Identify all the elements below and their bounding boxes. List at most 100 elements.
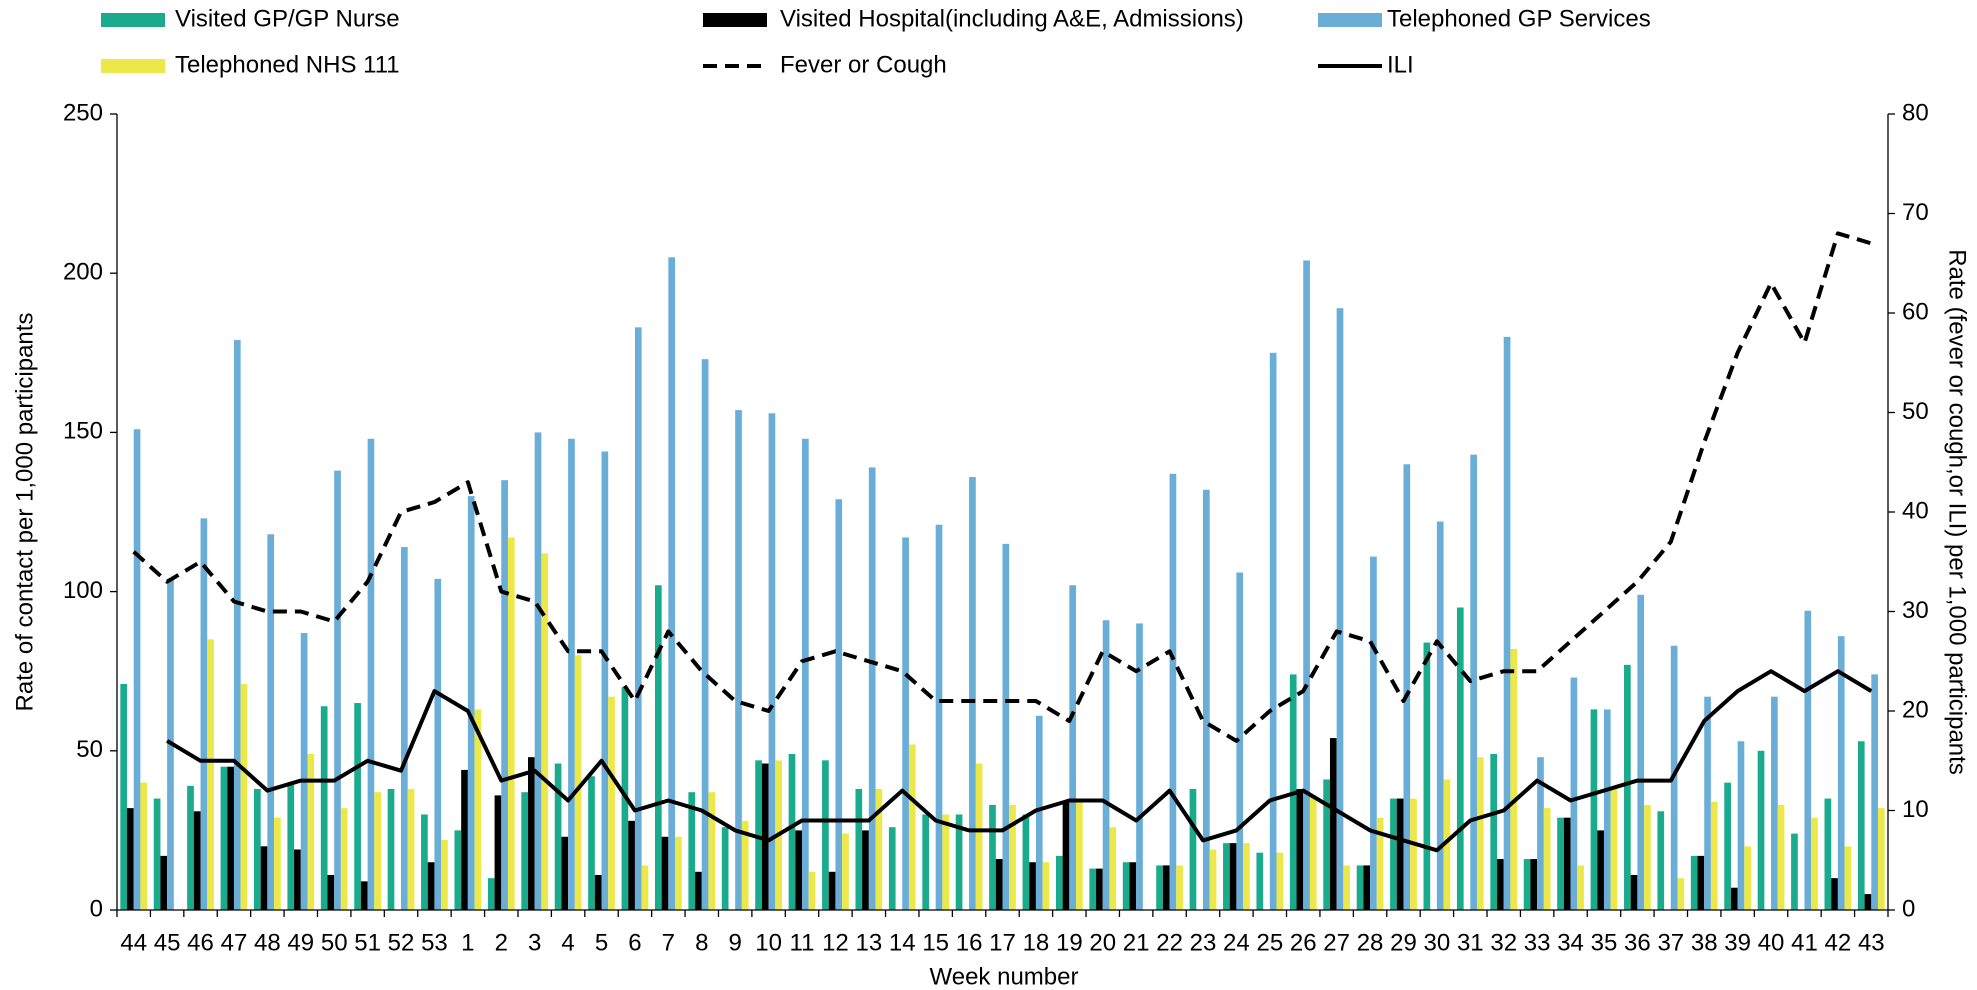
bar <box>1370 556 1377 910</box>
y2-tick-label: 60 <box>1902 298 1929 325</box>
x-tick-label: 17 <box>989 929 1016 956</box>
x-tick-label: 39 <box>1724 929 1751 956</box>
bar <box>133 429 141 910</box>
bar <box>1456 607 1464 910</box>
bar <box>474 709 482 910</box>
bar <box>320 706 328 910</box>
bar <box>1603 709 1611 910</box>
y2-tick-label: 40 <box>1902 497 1929 524</box>
x-tick-label: 21 <box>1123 929 1150 956</box>
bar <box>407 789 415 910</box>
bar <box>1543 808 1551 910</box>
y2-tick-label: 20 <box>1902 696 1929 723</box>
x-tick-label: 4 <box>561 929 574 956</box>
x-tick-label: 25 <box>1256 929 1283 956</box>
bar <box>1376 817 1384 910</box>
x-tick-label: 6 <box>628 929 641 956</box>
bar <box>634 327 642 910</box>
bar <box>1503 336 1511 910</box>
bar <box>1791 833 1798 910</box>
bar <box>1844 846 1852 910</box>
bar <box>1677 878 1685 910</box>
bar <box>761 763 769 910</box>
bar <box>1443 779 1451 910</box>
bar <box>1256 852 1264 910</box>
x-tick-label: 15 <box>922 929 949 956</box>
bar <box>1577 865 1584 910</box>
bar <box>1510 648 1518 910</box>
bar <box>1637 594 1645 910</box>
bar <box>427 862 435 910</box>
x-tick-label: 31 <box>1457 929 1484 956</box>
bar <box>1403 464 1411 910</box>
line <box>166 669 1873 853</box>
x-tick-label: 9 <box>728 929 741 956</box>
x-tick-label: 29 <box>1390 929 1417 956</box>
bar <box>1470 454 1477 910</box>
bar <box>327 874 335 910</box>
bar <box>1490 753 1498 910</box>
bar <box>1176 865 1183 910</box>
legend-label: Visited GP/GP Nurse <box>175 5 400 32</box>
bar <box>1029 862 1036 910</box>
bar <box>267 534 275 910</box>
bar <box>1657 811 1665 910</box>
bar <box>1309 795 1317 910</box>
bar <box>554 763 562 910</box>
y-axis-title: Rate of contact per 1,000 participants <box>11 313 38 712</box>
bar <box>260 846 268 910</box>
bar <box>1744 846 1751 910</box>
bar <box>120 683 128 910</box>
bar <box>641 865 649 910</box>
legend-swatch <box>101 13 165 27</box>
bar <box>795 830 803 910</box>
x-tick-label: 43 <box>1858 929 1885 956</box>
x-tick-label: 49 <box>287 929 314 956</box>
x-tick-label: 3 <box>528 929 541 956</box>
bar <box>307 753 315 910</box>
bar <box>360 881 368 910</box>
bar <box>1831 878 1838 910</box>
bar <box>1089 868 1097 910</box>
bar <box>1035 715 1043 910</box>
bar <box>768 413 776 910</box>
bar <box>675 836 682 910</box>
x-tick-label: 16 <box>956 929 983 956</box>
x-tick-label: 19 <box>1056 929 1083 956</box>
bar <box>735 410 742 910</box>
bar <box>855 789 863 910</box>
bar <box>207 639 214 910</box>
bar <box>1209 849 1217 910</box>
legend-label: Telephoned NHS 111 <box>175 51 400 78</box>
x-tick-label: 28 <box>1357 929 1384 956</box>
bar <box>561 836 569 910</box>
y2-tick-label: 10 <box>1902 796 1929 823</box>
bar <box>227 766 234 910</box>
bar <box>1022 814 1030 910</box>
bar <box>828 871 836 910</box>
bar <box>1055 855 1063 910</box>
bar <box>942 814 950 910</box>
bar <box>140 782 148 910</box>
bar <box>1597 830 1604 910</box>
bar <box>888 827 896 910</box>
bar <box>1223 843 1230 910</box>
x-tick-label: 30 <box>1424 929 1451 956</box>
bar <box>908 744 916 910</box>
bar <box>1436 521 1444 910</box>
bar <box>594 874 602 910</box>
x-axis-title: Week number <box>930 963 1079 990</box>
bar <box>274 817 281 910</box>
bar <box>1704 696 1711 910</box>
bar <box>1497 859 1504 910</box>
bar <box>1777 804 1785 910</box>
x-tick-label: 51 <box>354 929 381 956</box>
bar <box>1737 741 1745 910</box>
bar <box>1042 862 1050 910</box>
bar <box>721 827 729 910</box>
bar <box>1129 862 1137 910</box>
x-tick-label: 7 <box>662 929 675 956</box>
bar <box>608 696 615 910</box>
bar <box>1109 827 1117 910</box>
